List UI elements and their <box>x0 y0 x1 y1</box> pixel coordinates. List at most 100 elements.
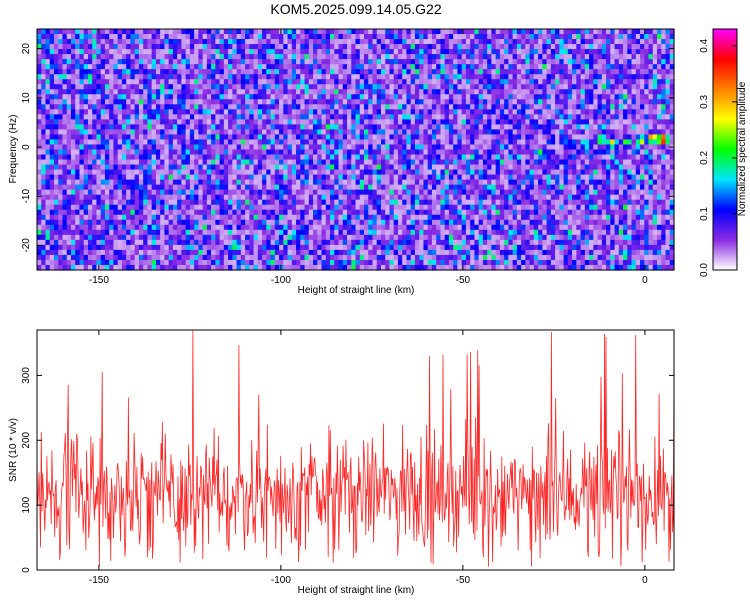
heatmap-cell <box>351 129 357 136</box>
heatmap-cell <box>550 114 556 120</box>
heatmap-cell <box>300 89 306 95</box>
heatmap-cell <box>461 119 467 125</box>
heatmap-cell <box>661 179 667 186</box>
heatmap-cell <box>151 114 157 120</box>
heatmap-cell <box>627 79 633 85</box>
heatmap-cell <box>351 109 357 115</box>
heatmap-cell <box>253 104 259 110</box>
heatmap-cell <box>431 99 437 105</box>
heatmap-cell <box>62 94 68 100</box>
heatmap-cell <box>631 174 637 181</box>
heatmap-cell <box>482 169 488 176</box>
heatmap-cell <box>262 29 267 35</box>
heatmap-cell <box>538 84 543 90</box>
heatmap-cell <box>172 164 178 171</box>
heatmap-cell <box>372 154 378 161</box>
heatmap-cell <box>321 44 327 50</box>
heatmap-cell <box>363 139 369 146</box>
heatmap-cell <box>631 139 637 146</box>
heatmap-cell <box>572 94 577 100</box>
heatmap-cell <box>627 164 633 171</box>
heatmap-cell <box>606 134 611 141</box>
heatmap-cell <box>597 99 603 105</box>
heatmap-cell <box>172 119 178 125</box>
heatmap-cell <box>640 184 645 191</box>
heatmap-cell <box>62 159 68 166</box>
heatmap-cell <box>414 69 420 75</box>
heatmap-cell <box>606 64 611 70</box>
heatmap-cell <box>168 134 174 141</box>
heatmap-cell <box>266 39 272 45</box>
heatmap-cell <box>491 39 497 45</box>
heatmap-cell <box>45 169 51 176</box>
heatmap-cell <box>206 74 212 80</box>
heatmap-cell <box>623 124 628 131</box>
heatmap-cell <box>236 44 242 50</box>
heatmap-cell <box>601 94 607 100</box>
heatmap-cell <box>470 154 476 161</box>
heatmap-cell <box>151 39 157 45</box>
heatmap-cell <box>631 114 637 120</box>
heatmap-cell <box>160 159 165 166</box>
heatmap-cell <box>96 129 102 136</box>
heatmap-cell <box>363 99 369 105</box>
heatmap-cell <box>423 109 429 115</box>
heatmap-cell <box>202 89 208 95</box>
heatmap-cell <box>177 124 182 131</box>
heatmap-cell <box>121 94 127 100</box>
heatmap-cell <box>478 39 484 45</box>
heatmap-cell <box>181 39 187 45</box>
heatmap-cell <box>155 154 161 161</box>
heatmap-cell <box>109 174 115 181</box>
heatmap-cell <box>92 109 98 115</box>
heatmap-cell <box>219 194 225 201</box>
heatmap-cell <box>525 114 531 120</box>
heatmap-cell <box>317 174 323 181</box>
heatmap-cell <box>385 149 391 156</box>
heatmap-cell <box>376 184 382 191</box>
heatmap-cell <box>521 164 526 171</box>
heatmap-cell <box>172 134 178 141</box>
heatmap-cell <box>397 129 403 136</box>
heatmap-cell <box>665 34 671 40</box>
heatmap-cell <box>49 84 55 90</box>
heatmap-cell <box>423 124 429 131</box>
heatmap-cell <box>296 124 301 131</box>
heatmap-cell <box>100 169 106 176</box>
heatmap-cell <box>321 124 327 131</box>
heatmap-cell <box>423 59 429 65</box>
heatmap-cell <box>657 114 662 120</box>
heatmap-cell <box>211 164 216 171</box>
heatmap-cell <box>313 94 318 100</box>
heatmap-cell <box>100 74 106 80</box>
heatmap-cell <box>291 74 297 80</box>
heatmap-cell <box>236 59 242 65</box>
heatmap-cell <box>109 149 115 156</box>
heatmap-cell <box>491 159 497 166</box>
heatmap-cell <box>474 174 480 181</box>
heatmap-cell <box>635 89 641 95</box>
heatmap-cell <box>474 84 480 90</box>
heatmap-cell <box>206 154 212 161</box>
heatmap-cell <box>342 39 348 45</box>
heatmap-cell <box>283 124 289 131</box>
heatmap-cell <box>300 84 306 90</box>
heatmap-cell <box>287 99 293 105</box>
heatmap-cell <box>376 139 382 146</box>
heatmap-cell <box>627 134 633 141</box>
heatmap-cell <box>347 64 352 70</box>
heatmap-cell <box>126 44 132 50</box>
heatmap-cell <box>478 154 484 161</box>
heatmap-cell <box>601 164 607 171</box>
heatmap-cell <box>427 64 433 70</box>
heatmap-cell <box>53 34 59 40</box>
heatmap-cell <box>347 69 352 75</box>
heatmap-cell <box>448 34 454 40</box>
heatmap-cell <box>580 89 586 95</box>
heatmap-cell <box>181 144 187 151</box>
heatmap-cell <box>669 54 675 60</box>
heatmap-cell <box>555 164 560 171</box>
heatmap-cell <box>491 29 497 35</box>
heatmap-cell <box>669 169 675 176</box>
heatmap-cell <box>410 124 416 131</box>
